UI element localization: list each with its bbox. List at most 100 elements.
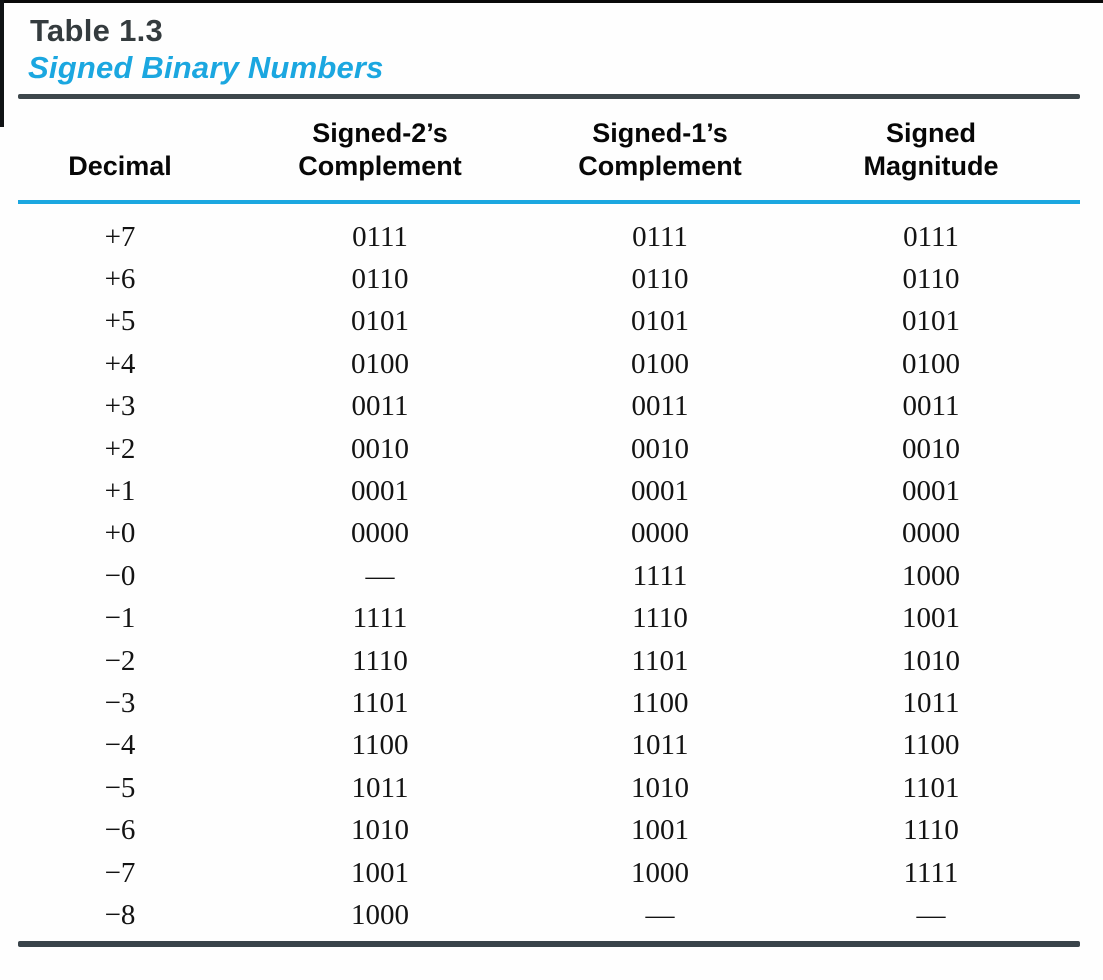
table-cell: — [365,559,395,592]
table-cell: — [645,898,675,931]
table-cell: +2 [104,432,136,465]
table-top-rule [18,94,1080,99]
table-cell: −5 [104,771,136,804]
table-cell: 0110 [631,263,689,296]
col-header-label: Complement [298,151,462,181]
table-cell: −3 [104,686,136,719]
table-bottom-rule [18,941,1080,947]
table-row: +2 0010 0010 0010 [18,428,1080,470]
table-cell: 1100 [351,729,409,762]
table-cell: +4 [104,347,136,380]
table-cell: 1111 [903,856,959,889]
table-row: −1 1111 1110 1001 [18,598,1080,640]
table-cell: 0001 [631,475,689,508]
table-cell: 1010 [902,644,960,677]
table-cell: 1001 [902,602,960,635]
table-row: +4 0100 0100 0100 [18,343,1080,385]
col-header-label: Signed-2’s [312,118,448,148]
table-cell: 1110 [352,644,408,677]
table-cell: 1101 [631,644,689,677]
table-cell: −2 [104,644,136,677]
table-row: +1 0001 0001 0001 [18,470,1080,512]
table-row: −6 1010 1001 1110 [18,809,1080,851]
table-row: −5 1011 1010 1101 [18,767,1080,809]
table-cell: 1011 [631,729,689,762]
table-cell: 1010 [351,814,409,847]
table-cell: 0001 [902,475,960,508]
table-cell: — [916,898,946,931]
table-row: +7 0111 0111 0111 [18,202,1080,258]
table-row: +3 0011 0011 0011 [18,386,1080,428]
table-cell: −1 [104,602,136,635]
table-cell: 0111 [632,220,688,253]
table-cell: −7 [104,856,136,889]
col-header-label: Magnitude [863,151,999,181]
table-cell: 0100 [631,347,689,380]
table-cell: 0000 [351,517,409,550]
table-cell: 0011 [902,390,960,423]
table-cell: 0110 [351,263,409,296]
table-cell: 1010 [631,771,689,804]
table-row: −4 1100 1011 1100 [18,725,1080,767]
table-cell: 0011 [631,390,689,423]
table-body: +7 0111 0111 0111 +6 0110 0110 0110 +5 0101 0101 01… [18,202,1080,937]
header-row: Decimal Signed-2’s Complement Signed-1’s… [18,99,1080,204]
table-cell: 0010 [351,432,409,465]
table-cell: 0111 [903,220,959,253]
table-row: −2 1110 1101 1010 [18,640,1080,682]
table-cell: 1110 [903,814,959,847]
table-cell: 0110 [902,263,960,296]
table-cell: +3 [104,390,136,423]
col-header-signed-2s-complement: Signed-2’s Complement [222,99,538,204]
table-cell: 0101 [351,305,409,338]
table-row: −0 — 1111 1000 [18,555,1080,597]
table-row: −3 1101 1100 1011 [18,682,1080,724]
table-cell: 1011 [351,771,409,804]
table-cell: 1111 [632,559,688,592]
table-cell: 1000 [902,559,960,592]
col-header-decimal: Decimal [18,99,222,204]
table-cell: 0000 [902,517,960,550]
table-cell: 0111 [352,220,408,253]
table-cell: 1101 [902,771,960,804]
col-header-label: Complement [578,151,742,181]
table-cell: +0 [104,517,136,550]
page-edge-left [0,0,4,127]
table-cell: 0101 [631,305,689,338]
col-header-label: Decimal [68,151,172,181]
table-header: Decimal Signed-2’s Complement Signed-1’s… [18,99,1080,204]
table-cell: +5 [104,305,136,338]
table-cell: 0100 [351,347,409,380]
table-cell: 1111 [352,602,408,635]
table-caption-number: Table 1.3 [30,13,164,48]
table-cell: 0011 [351,390,409,423]
col-header-label: Signed [885,118,976,148]
table-cell: 1000 [351,898,409,931]
table-cell: +6 [104,263,136,296]
table-row: +0 0000 0000 0000 [18,513,1080,555]
table-row: −8 1000 — — [18,894,1080,936]
table-cell: 0010 [631,432,689,465]
table-cell: 1101 [351,686,409,719]
table-cell: −8 [104,898,136,931]
table-cell: 0000 [631,517,689,550]
table-cell: −6 [104,814,136,847]
table-cell: 1000 [631,856,689,889]
table-cell: 1001 [351,856,409,889]
table-cell: +7 [104,220,136,253]
table-row: +5 0101 0101 0101 [18,301,1080,343]
page-edge-top [0,0,1103,3]
table-cell: −0 [104,559,136,592]
col-header-label: Signed-1’s [592,118,728,148]
table-cell: 1110 [632,602,688,635]
table-row: +6 0110 0110 0110 [18,258,1080,300]
table-cell: 1011 [902,686,960,719]
table-cell: −4 [104,729,136,762]
col-header-signed-1s-complement: Signed-1’s Complement [538,99,782,204]
table-cell: 0010 [902,432,960,465]
table-cell: 1100 [902,729,960,762]
table-cell: 0001 [351,475,409,508]
table-cell: 0101 [902,305,960,338]
table-row: −7 1001 1000 1111 [18,852,1080,894]
